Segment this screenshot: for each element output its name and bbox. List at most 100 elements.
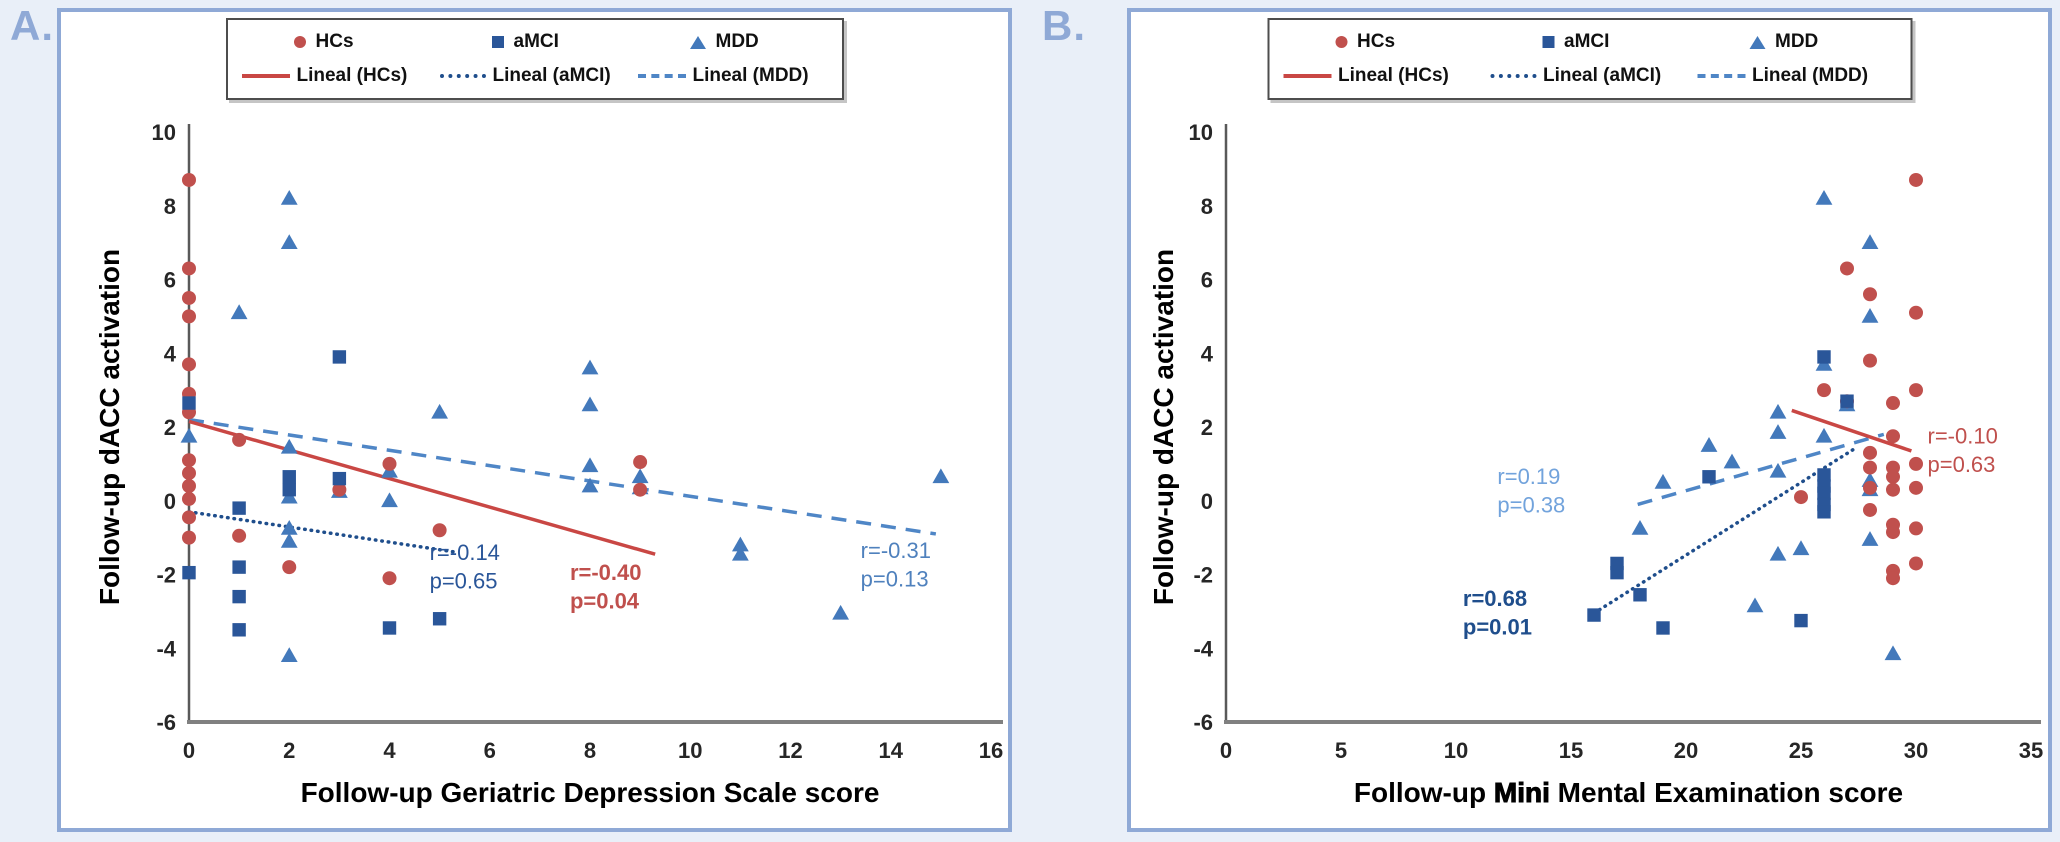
- mdd-data-point: [631, 468, 649, 484]
- hcs-data-point: [1794, 490, 1808, 505]
- panel-a: HCs aMCI MDD Lineal (HCs) Lineal (aMCI) …: [57, 8, 1012, 832]
- hcs-data-point: [1863, 287, 1877, 302]
- x-tick-label: 30: [1904, 738, 1928, 763]
- amci-data-point: [232, 589, 246, 604]
- hcs-data-point: [1817, 383, 1831, 398]
- mdd-data-point: [280, 532, 298, 548]
- mdd-data-point: [280, 647, 298, 663]
- hcs-data-point: [232, 432, 247, 447]
- amci-data-point: [332, 350, 347, 364]
- x-tick-label: 6: [484, 738, 496, 763]
- hcs-correlation-annotation: r=-0.40: [570, 560, 642, 585]
- hcs-data-point: [382, 571, 397, 586]
- hcs-data-point: [1886, 469, 1900, 484]
- amci-data-point: [1817, 486, 1831, 501]
- x-tick-label: 35: [2019, 738, 2043, 763]
- hcs-data-point: [1863, 445, 1877, 460]
- mdd-data-point: [1723, 453, 1741, 469]
- mdd-data-point: [731, 545, 749, 561]
- amci-correlation-annotation: p=0.01: [1463, 614, 1532, 639]
- amci-data-point: [282, 470, 296, 484]
- hcs-data-point: [633, 482, 648, 497]
- x-tick-label: 16: [979, 738, 1003, 763]
- y-tick-label: -2: [156, 563, 176, 588]
- legend-panel-a: HCs aMCI MDD Lineal (HCs) Lineal (aMCI) …: [225, 18, 844, 100]
- amci-square-marker-icon: [491, 36, 504, 48]
- hcs-data-point: [633, 455, 648, 470]
- hcs-data-point: [1886, 396, 1900, 411]
- hcs-data-point: [332, 482, 347, 497]
- x-tick-label: 10: [678, 738, 702, 763]
- x-tick-label: 5: [1335, 738, 1347, 763]
- mdd-data-point: [280, 189, 298, 205]
- mdd-data-point: [1746, 597, 1764, 613]
- x-tick-label: 20: [1674, 738, 1698, 763]
- chart-svg: 10 8 6 4 2 0 -2 -4 -6 0 2 4 6 8 10 12 14 16 Follow-up Geri…: [94, 120, 1003, 808]
- hcs-data-point: [1886, 571, 1900, 586]
- y-tick-label: 10: [1189, 120, 1213, 145]
- mdd-data-point: [932, 468, 950, 484]
- mdd-data-point: [180, 427, 198, 443]
- hcs-data-point: [182, 479, 196, 493]
- legend-label-lineal-mdd: Lineal (MDD): [1752, 65, 1869, 86]
- x-tick-label: 12: [778, 738, 802, 763]
- hcs-data-point: [1909, 480, 1923, 495]
- mdd-data-point: [431, 403, 449, 419]
- amci-data-point: [1794, 613, 1808, 628]
- x-tick-label: 10: [1444, 738, 1468, 763]
- mdd-data-point: [1884, 645, 1902, 661]
- legend-item-mdd: MDD: [1693, 27, 1900, 57]
- mdd-trendline: [1637, 432, 1885, 507]
- hcs-correlation-annotation: p=0.04: [570, 589, 640, 614]
- hcs-data-point: [1909, 521, 1923, 536]
- mdd-correlation-annotation: p=0.38: [1497, 493, 1565, 518]
- legend-label-lineal-mdd: Lineal (MDD): [692, 65, 809, 86]
- mdd-data-point: [1631, 520, 1649, 535]
- legend-label-hcs: HCs: [315, 31, 354, 52]
- amci-data-point: [1840, 394, 1854, 408]
- hcs-data-point: [1909, 172, 1923, 187]
- hcs-data-point: [182, 261, 196, 276]
- mdd-data-point: [832, 604, 850, 620]
- mdd-data-point: [1861, 234, 1879, 250]
- hcs-data-point: [232, 528, 247, 543]
- hcs-data-point: [1863, 480, 1877, 495]
- amci-data-point: [282, 482, 296, 497]
- amci-data-point: [382, 621, 397, 635]
- solid-line-icon: [241, 74, 290, 78]
- hcs-data-point: [182, 357, 196, 372]
- y-axis-title: Follow-up dACC activation: [1148, 249, 1179, 605]
- hcs-data-point: [1840, 261, 1854, 276]
- x-tick-label: 0: [1220, 738, 1232, 763]
- hcs-data-point: [1886, 482, 1900, 497]
- amci-data-point: [182, 565, 196, 580]
- hcs-data-point: [1909, 305, 1923, 320]
- dashed-line-icon: [1697, 74, 1745, 78]
- amci-correlation-annotation: p=0.65: [430, 568, 498, 593]
- hcs-correlation-annotation: r=-0.10: [1928, 424, 1998, 449]
- legend-label-lineal-hcs: Lineal (HCs): [296, 65, 408, 86]
- legend-label-lineal-hcs: Lineal (HCs): [1338, 65, 1449, 86]
- mdd-triangle-marker-icon: [1749, 35, 1765, 49]
- legend-label-mdd: MDD: [715, 31, 759, 52]
- legend-label-mdd: MDD: [1775, 31, 1819, 52]
- y-axis-title: Follow-up dACC activation: [94, 249, 125, 605]
- x-tick-label: 0: [183, 738, 195, 763]
- hcs-correlation-annotation: p=0.63: [1928, 452, 1996, 477]
- y-tick-label: 2: [164, 415, 176, 440]
- y-tick-label: 6: [1201, 268, 1213, 293]
- x-tick-label: 2: [283, 738, 295, 763]
- hcs-data-point: [1909, 383, 1923, 398]
- legend-item-amci: aMCI: [436, 27, 634, 57]
- legend-item-lineal-amci: Lineal (aMCI): [436, 61, 634, 91]
- amci-trendline: [187, 510, 459, 555]
- mdd-data-point: [1815, 427, 1833, 443]
- legend-item-lineal-mdd: Lineal (MDD): [634, 61, 832, 91]
- solid-line-icon: [1283, 74, 1331, 78]
- amci-data-point: [182, 396, 196, 410]
- mdd-data-point: [280, 234, 298, 250]
- y-tick-label: 8: [164, 194, 176, 219]
- y-tick-label: 0: [1201, 489, 1213, 514]
- hcs-data-point: [1886, 429, 1900, 444]
